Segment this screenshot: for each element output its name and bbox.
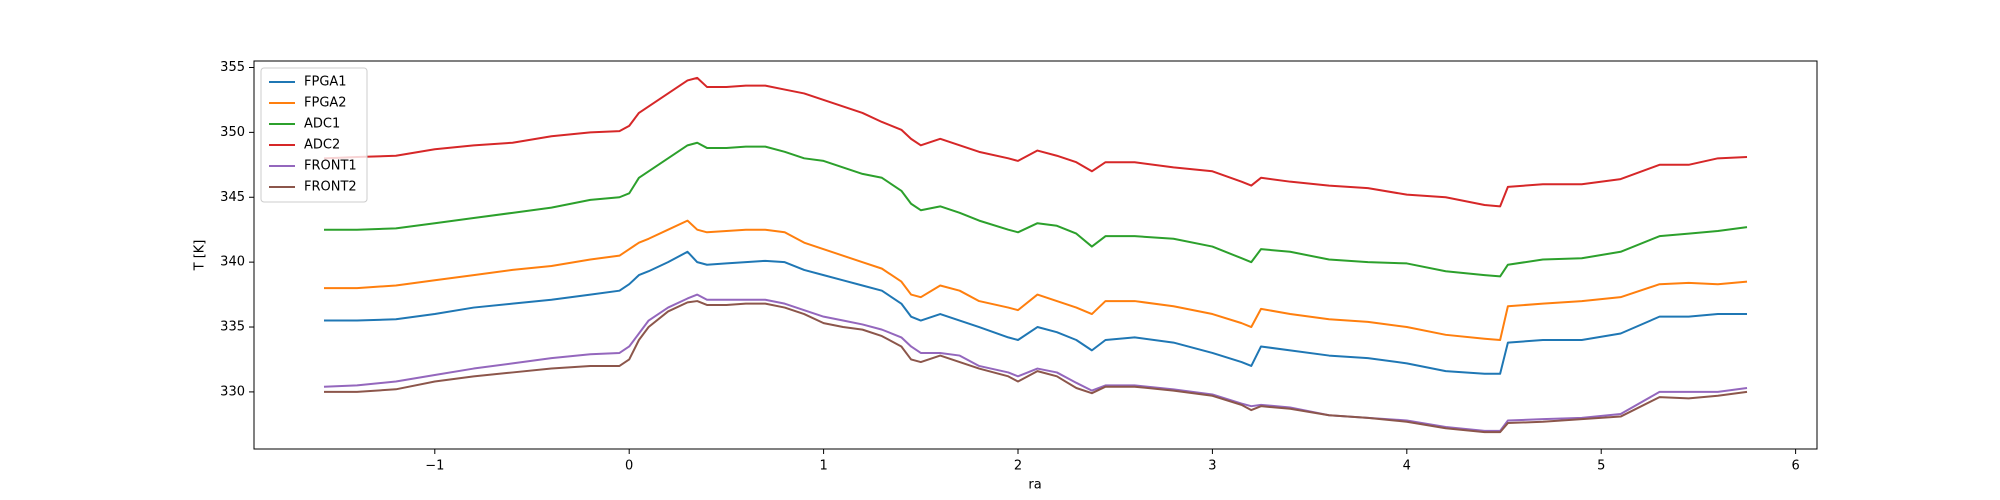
legend-label: FPGA2: [304, 96, 347, 111]
y-tick-label: 340: [220, 255, 245, 270]
legend-box: [260, 67, 368, 203]
line-series: [323, 219, 1748, 341]
legend-label: ADC2: [304, 138, 340, 153]
x-axis-label: ra: [1028, 478, 1041, 493]
y-tick-label: 350: [220, 125, 245, 140]
x-tick-label: −1: [425, 459, 444, 474]
x-tick-label: 6: [1791, 459, 1799, 474]
line-series: [323, 300, 1748, 434]
legend-label: FRONT2: [304, 180, 357, 195]
x-tick-label: 1: [819, 459, 827, 474]
x-tick-label: 5: [1597, 459, 1605, 474]
y-tick-label: 355: [220, 60, 245, 75]
legend-label: FPGA1: [304, 75, 347, 90]
legend-label: ADC1: [304, 117, 340, 132]
line-series: [323, 250, 1748, 375]
x-tick-label: 2: [1014, 459, 1022, 474]
line-series: [323, 76, 1748, 208]
plot-frame: [253, 60, 1818, 450]
legend-label: FRONT1: [304, 159, 357, 174]
y-tick-label: 335: [220, 320, 245, 335]
y-tick-label: 345: [220, 190, 245, 205]
x-tick-label: 4: [1403, 459, 1411, 474]
y-axis-label: T [K]: [193, 240, 208, 272]
line-series: [323, 293, 1748, 432]
y-tick-label: 330: [220, 384, 245, 399]
x-tick-label: 0: [625, 459, 633, 474]
line-series: [323, 141, 1748, 278]
legend: FPGA1 FPGA2 ADC1 ADC2 FRONT1 FRONT2: [260, 67, 368, 203]
x-tick-label: 3: [1208, 459, 1216, 474]
